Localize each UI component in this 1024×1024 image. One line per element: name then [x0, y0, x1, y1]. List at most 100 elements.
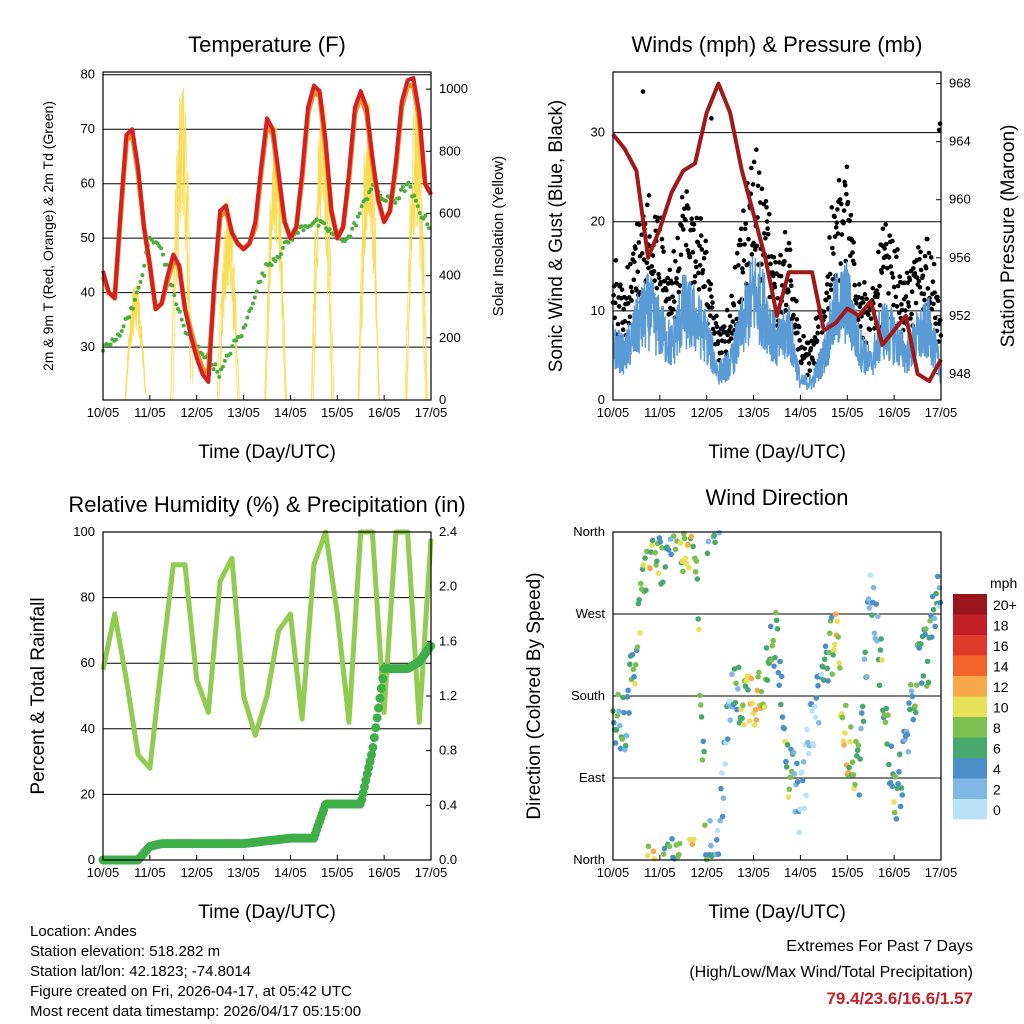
direction-point — [632, 662, 639, 668]
direction-point — [835, 634, 841, 640]
station-pressure-line — [611, 81, 943, 384]
extremes-values: 79.4/23.6/16.6/1.57 — [826, 989, 973, 1008]
direction-point — [672, 546, 679, 553]
direction-point — [909, 693, 916, 700]
x-tick-label: 13/05 — [227, 405, 260, 420]
gust-point — [662, 278, 668, 284]
gust-point — [714, 324, 720, 329]
gust-point — [829, 205, 835, 210]
legend-title: mph — [990, 575, 1017, 591]
direction-point — [815, 682, 821, 689]
gust-point — [823, 298, 829, 303]
dewpoint-point — [393, 200, 398, 205]
gust-point — [750, 182, 756, 187]
gust-point — [921, 291, 927, 297]
gust-point — [693, 264, 699, 270]
x-tick-label: 15/05 — [321, 865, 354, 880]
direction-point — [692, 569, 699, 575]
dewpoint-point — [114, 337, 119, 342]
temperature-2m-line — [101, 76, 433, 384]
direction-point — [898, 785, 905, 791]
gust-point — [833, 225, 839, 230]
gust-point — [787, 247, 793, 253]
dewpoint-point — [228, 351, 233, 356]
gust-point — [783, 308, 788, 313]
direction-point — [670, 533, 677, 539]
direction-point — [624, 694, 631, 700]
gust-point — [788, 278, 793, 283]
gust-point — [724, 307, 730, 313]
temperature-ylabel: 2m & 9m T (Red, Orange) & 2m Td (Green) — [40, 101, 56, 371]
dewpoint-point — [222, 358, 227, 363]
direction-point — [794, 779, 801, 785]
dewpoint-point — [181, 323, 186, 328]
dewpoint-point — [408, 184, 413, 189]
gust-point — [880, 226, 886, 232]
direction-point — [907, 681, 914, 688]
gust-point — [614, 281, 619, 287]
gust-point — [728, 324, 733, 329]
direction-point — [849, 759, 856, 765]
direction-point — [717, 817, 723, 824]
gust-point — [854, 301, 859, 306]
direction-point — [821, 656, 828, 663]
direction-point — [732, 699, 739, 706]
solar-insolation-line — [406, 94, 428, 401]
direction-point — [927, 618, 933, 624]
x-tick-label: 15/05 — [831, 405, 864, 420]
gust-point — [903, 294, 909, 299]
gust-point — [806, 352, 811, 357]
plot-frame — [102, 71, 432, 401]
direction-point — [889, 783, 895, 790]
dewpoint-point — [159, 246, 164, 251]
dewpoint-point — [427, 226, 432, 231]
direction-point — [637, 630, 643, 636]
latlon-text: Station lat/lon: 42.1823; -74.8014 — [30, 963, 251, 980]
legend-swatch — [953, 676, 987, 697]
legend-label: 4 — [993, 761, 1001, 777]
gust-point — [918, 249, 923, 255]
direction-point — [813, 695, 820, 701]
gust-point — [673, 258, 678, 264]
x-tick-label: 17/05 — [925, 865, 958, 880]
dewpoint-point — [245, 315, 250, 320]
gust-point — [619, 287, 625, 292]
direction-point — [712, 539, 718, 546]
gust-point — [910, 266, 916, 271]
direction-point — [621, 709, 627, 716]
direction-point — [871, 630, 878, 636]
direction-point — [862, 649, 868, 656]
y-tick-label: South — [571, 688, 605, 703]
direction-point — [796, 829, 803, 836]
gust-point — [684, 189, 689, 194]
gust-point — [671, 299, 677, 304]
gust-point — [765, 231, 771, 237]
gust-point — [686, 206, 691, 211]
gust-point — [754, 243, 760, 249]
y-tick-label: 30 — [591, 125, 605, 140]
gust-point — [936, 127, 942, 133]
gust-point — [882, 246, 887, 251]
dewpoint-point — [243, 323, 248, 328]
x-tick-label: 16/05 — [878, 405, 911, 420]
dewpoint-point — [425, 222, 430, 227]
direction-point — [702, 822, 708, 828]
gust-point — [931, 261, 937, 267]
direction-point — [654, 558, 660, 564]
dewpoint-point — [241, 325, 246, 330]
direction-point — [888, 743, 895, 750]
direction-point — [661, 845, 668, 852]
dewpoint-point — [414, 198, 419, 203]
x-tick-label: 12/05 — [690, 865, 723, 880]
gust-point — [827, 271, 833, 277]
gust-point — [856, 282, 862, 287]
direction-point — [623, 732, 630, 739]
gust-point — [710, 300, 715, 305]
legend-swatch — [953, 778, 987, 799]
dewpoint-point — [399, 187, 404, 192]
gust-point — [832, 234, 838, 239]
dewpoint-point — [423, 213, 428, 218]
direction-point — [805, 750, 812, 757]
direction-point — [767, 623, 774, 630]
dewpoint-point — [140, 273, 145, 278]
